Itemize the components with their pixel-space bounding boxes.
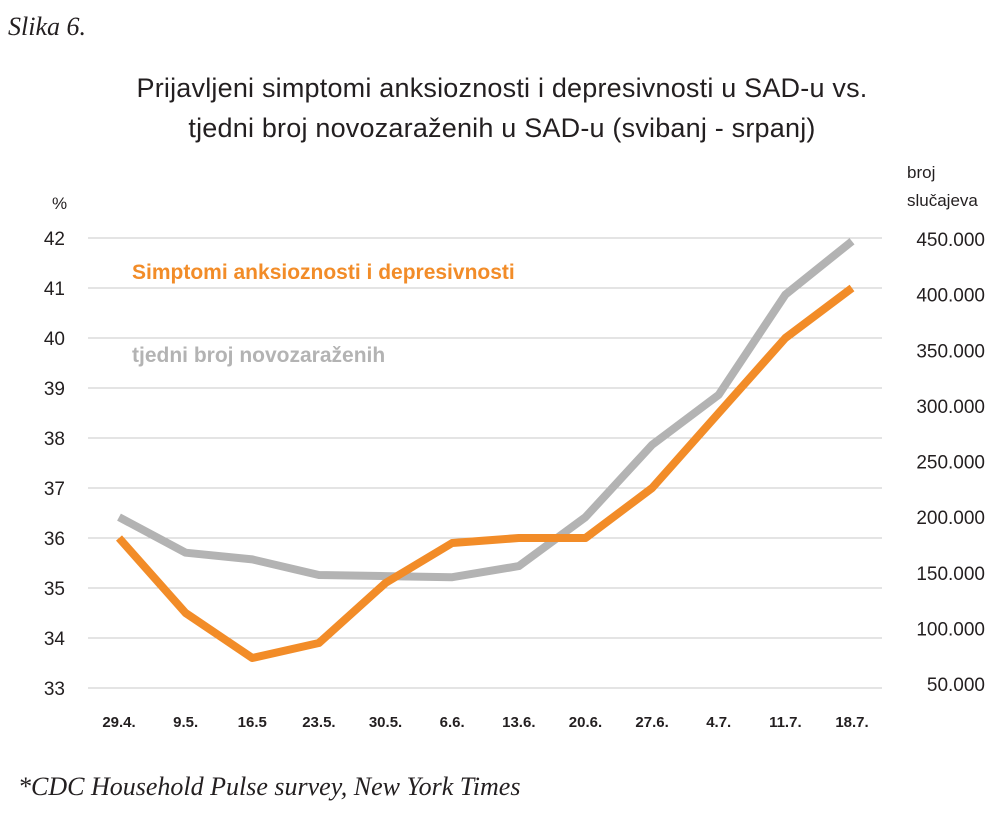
left-axis-ticks: 42 41 40 39 38 37 36 35 34 33 bbox=[44, 229, 66, 700]
right-axis-ticks: 450.000 400.000 350.000 300.000 250.000 200.0… bbox=[916, 230, 985, 696]
x-tick-label: 29.4. bbox=[102, 714, 135, 731]
right-tick-label: 200.000 bbox=[916, 508, 985, 529]
left-axis-unit-label: % bbox=[52, 194, 67, 213]
x-tick-label: 23.5. bbox=[302, 714, 335, 731]
left-tick-label: 38 bbox=[44, 429, 65, 450]
chart-title-line-2: tjedni broj novozaraženih u SAD-u (sviba… bbox=[188, 113, 816, 143]
series-line-cases bbox=[117, 238, 855, 582]
left-tick-label: 39 bbox=[44, 379, 65, 400]
right-axis-unit-label-line-2: slučajeva bbox=[907, 191, 978, 210]
right-tick-label: 100.000 bbox=[916, 619, 985, 640]
x-axis-ticks: 29.4. 9.5. 16.5 23.5. 30.5. 6.6. 13.6. 20.6. 27.… bbox=[102, 714, 868, 731]
x-tick-label: 11.7. bbox=[769, 714, 802, 731]
left-tick-label: 33 bbox=[44, 679, 65, 700]
right-tick-label: 400.000 bbox=[916, 286, 985, 307]
chart-title: Prijavljeni simptomi anksioznosti i depr… bbox=[0, 68, 1004, 148]
x-tick-label: 30.5. bbox=[369, 714, 402, 731]
left-tick-label: 36 bbox=[44, 529, 65, 550]
left-tick-label: 40 bbox=[44, 329, 65, 350]
source-footnote: *CDC Household Pulse survey, New York Ti… bbox=[18, 772, 521, 801]
right-tick-label: 300.000 bbox=[916, 397, 985, 418]
chart-title-line-1: Prijavljeni simptomi anksioznosti i depr… bbox=[136, 73, 868, 103]
x-tick-label: 9.5. bbox=[173, 714, 198, 731]
gridlines bbox=[88, 237, 882, 689]
series-label-cases: tjedni broj novozaraženih bbox=[132, 344, 385, 367]
right-axis-unit-label-line-1: broj bbox=[907, 163, 935, 182]
left-tick-label: 37 bbox=[44, 479, 65, 500]
right-tick-label: 250.000 bbox=[916, 453, 985, 474]
right-tick-label: 150.000 bbox=[916, 564, 985, 585]
figure-label: Slika 6. bbox=[8, 12, 86, 41]
series-line-anxiety bbox=[116, 284, 855, 662]
right-tick-label: 50.000 bbox=[927, 675, 985, 696]
left-tick-label: 35 bbox=[44, 579, 65, 600]
series-label-anxiety: Simptomi anksioznosti i depresivnosti bbox=[132, 261, 515, 284]
x-tick-label: 16.5 bbox=[238, 714, 267, 731]
right-tick-label: 350.000 bbox=[916, 341, 985, 362]
left-tick-label: 42 bbox=[44, 229, 65, 250]
x-tick-label: 18.7. bbox=[835, 714, 868, 731]
right-tick-label: 450.000 bbox=[916, 230, 985, 251]
x-tick-label: 4.7. bbox=[706, 714, 731, 731]
x-tick-label: 27.6. bbox=[635, 714, 668, 731]
left-tick-label: 34 bbox=[44, 629, 66, 650]
series-lines bbox=[116, 238, 855, 662]
x-tick-label: 13.6. bbox=[502, 714, 535, 731]
x-tick-label: 6.6. bbox=[440, 714, 465, 731]
left-tick-label: 41 bbox=[44, 279, 65, 300]
x-tick-label: 20.6. bbox=[569, 714, 602, 731]
